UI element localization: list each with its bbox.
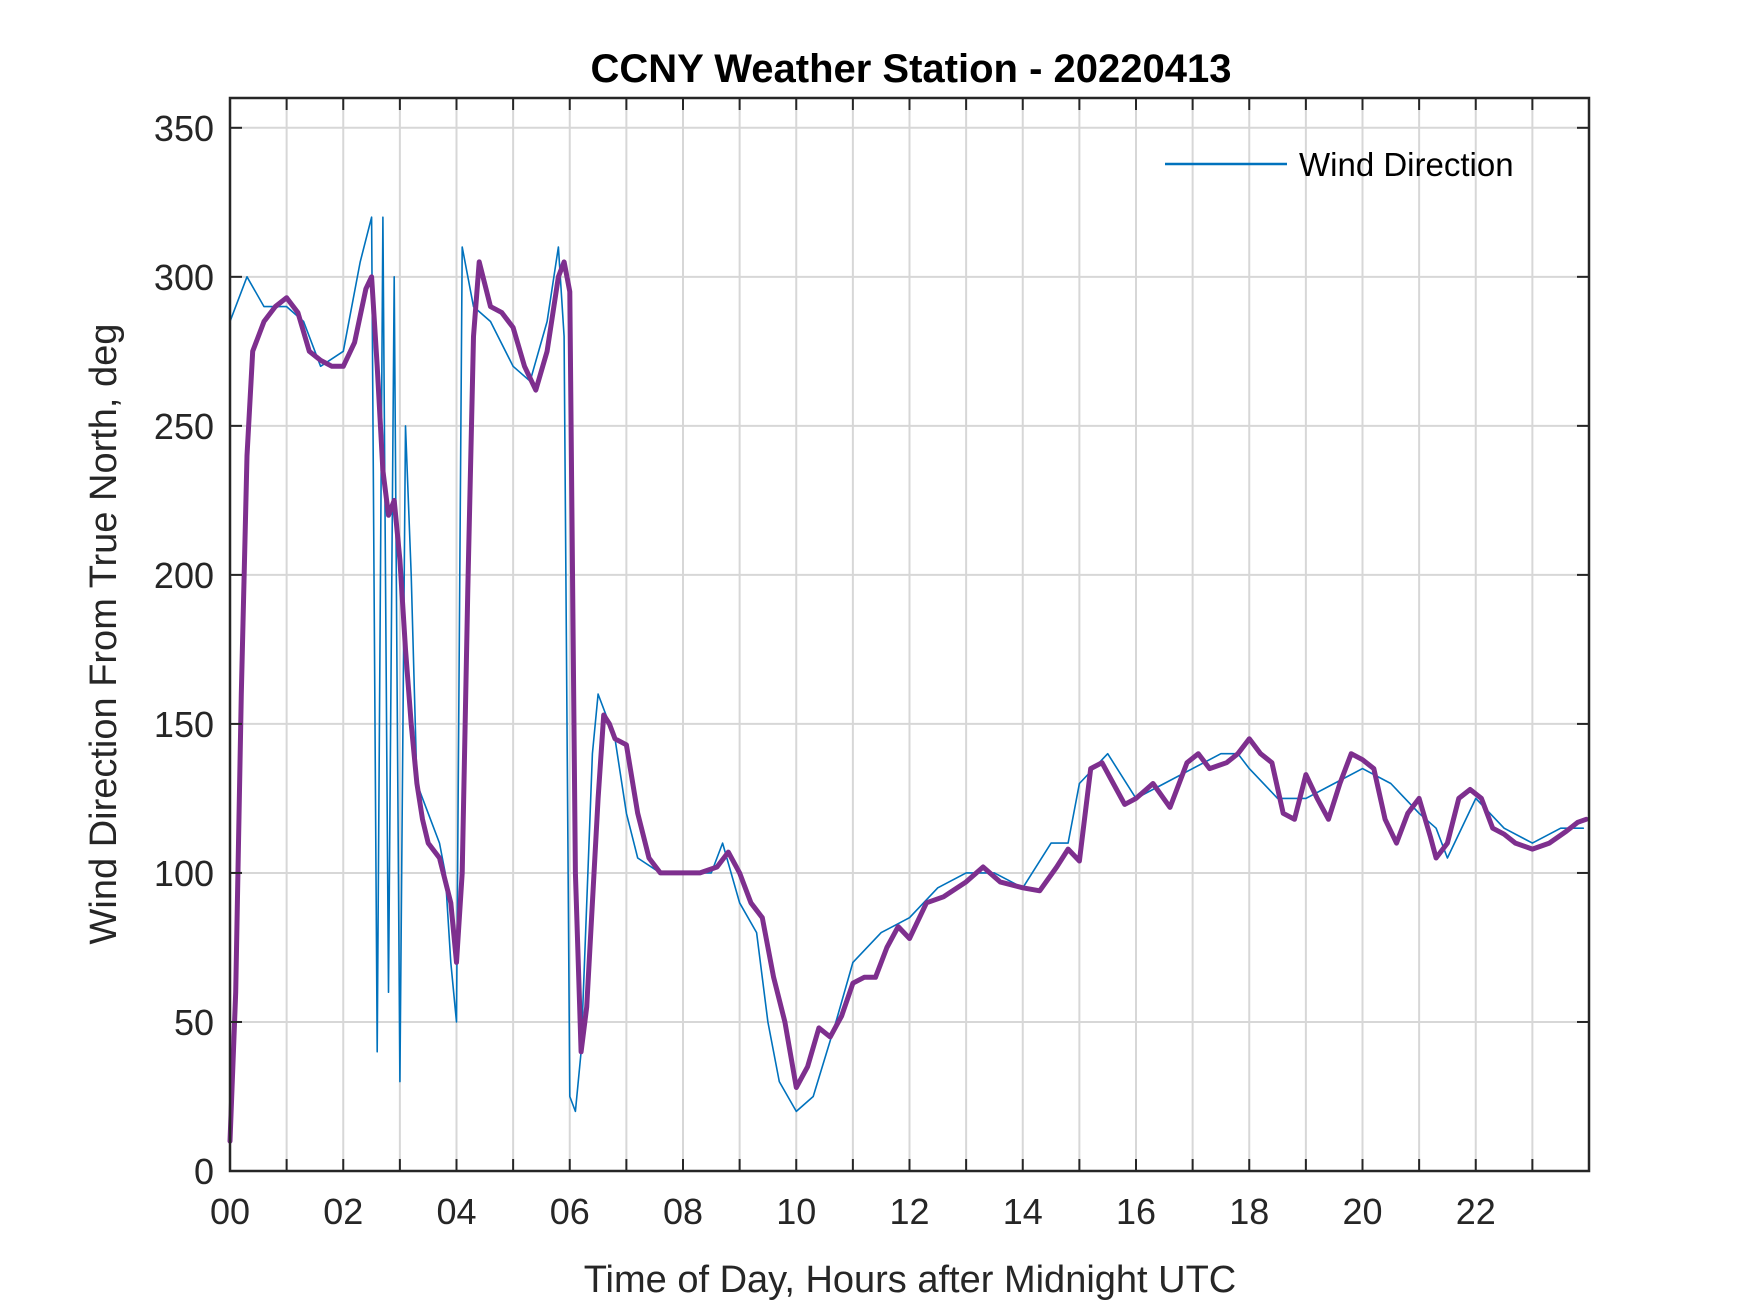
y-tick-label: 100 [154, 853, 214, 894]
x-tick-label: 20 [1342, 1191, 1382, 1232]
x-tick-label: 12 [889, 1191, 929, 1232]
x-tick-labels: 00 02 04 06 08 10 12 14 16 18 20 22 [210, 1191, 1496, 1232]
y-tick-label: 150 [154, 704, 214, 745]
x-tick-label: 06 [550, 1191, 590, 1232]
x-tick-label: 16 [1116, 1191, 1156, 1232]
x-tick-label: 00 [210, 1191, 250, 1232]
x-tick-label: 02 [323, 1191, 363, 1232]
legend-label-wind-direction: Wind Direction [1299, 146, 1514, 183]
y-tick-label: 0 [194, 1151, 214, 1192]
x-tick-label: 14 [1003, 1191, 1043, 1232]
series-line-moving-average [227, 259, 1589, 1144]
grid [230, 98, 1589, 1171]
y-axis-label: Wind Direction From True North, deg [83, 324, 125, 945]
x-tick-label: 10 [776, 1191, 816, 1232]
plot-area [228, 96, 1591, 1173]
y-tick-label: 50 [174, 1002, 214, 1043]
x-tick-label: 04 [436, 1191, 476, 1232]
x-tick-label: 08 [663, 1191, 703, 1232]
x-tick-label: 22 [1456, 1191, 1496, 1232]
y-tick-labels: 0 50 100 150 200 250 300 350 [154, 108, 214, 1192]
series-layer [227, 216, 1589, 1144]
x-tick-label: 18 [1229, 1191, 1269, 1232]
chart-title: CCNY Weather Station - 20220413 [591, 47, 1232, 91]
legend: Wind Direction [1165, 146, 1514, 183]
y-tick-label: 300 [154, 257, 214, 298]
x-axis-label: Time of Day, Hours after Midnight UTC [584, 1259, 1237, 1301]
y-tick-label: 350 [154, 108, 214, 149]
y-tick-label: 200 [154, 555, 214, 596]
ticks [230, 98, 1589, 1172]
y-tick-label: 250 [154, 406, 214, 447]
